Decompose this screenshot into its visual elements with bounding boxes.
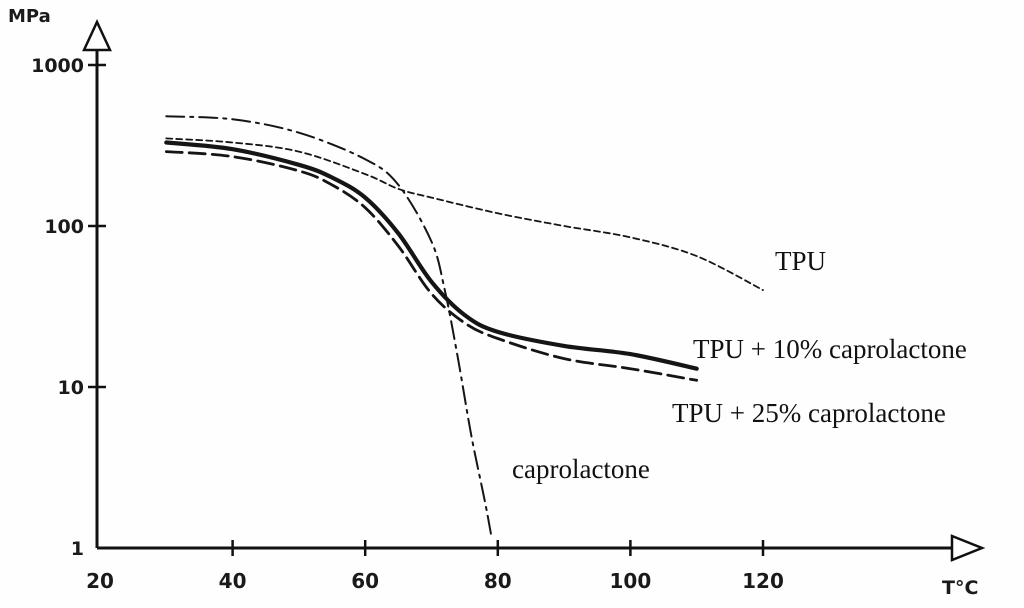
x-tick-label: 80 bbox=[484, 569, 512, 593]
series-label-tpu-10: TPU + 10% caprolactone bbox=[693, 334, 967, 364]
x-tick-label: 20 bbox=[86, 569, 114, 593]
x-tick-label: 60 bbox=[351, 569, 379, 593]
x-tick-label: 120 bbox=[742, 569, 784, 593]
x-axis-label: T°C bbox=[942, 577, 978, 599]
y-tick-label: 1 bbox=[71, 538, 84, 560]
y-axis-label: MPa bbox=[8, 6, 51, 27]
series-line-tpu-10-caprolactone bbox=[164, 140, 699, 371]
x-axis-arrow-icon bbox=[950, 534, 986, 562]
series-line-caprolactone bbox=[165, 115, 493, 537]
y-tick-label: 10 bbox=[58, 377, 84, 399]
x-tick-label: 40 bbox=[219, 569, 247, 593]
y-tick-label: 100 bbox=[44, 216, 84, 238]
series-line-tpu bbox=[165, 137, 764, 291]
series-label-tpu-25: TPU + 25% caprolactone bbox=[672, 398, 946, 428]
x-tick-label: 100 bbox=[610, 569, 652, 593]
y-axis-arrow-icon bbox=[82, 19, 112, 52]
series-label-tpu: TPU bbox=[775, 246, 826, 276]
y-tick-label: 1000 bbox=[31, 55, 84, 77]
series-label-caprolactone: caprolactone bbox=[512, 454, 650, 484]
series-line-tpu-25-caprolactone bbox=[164, 150, 699, 382]
